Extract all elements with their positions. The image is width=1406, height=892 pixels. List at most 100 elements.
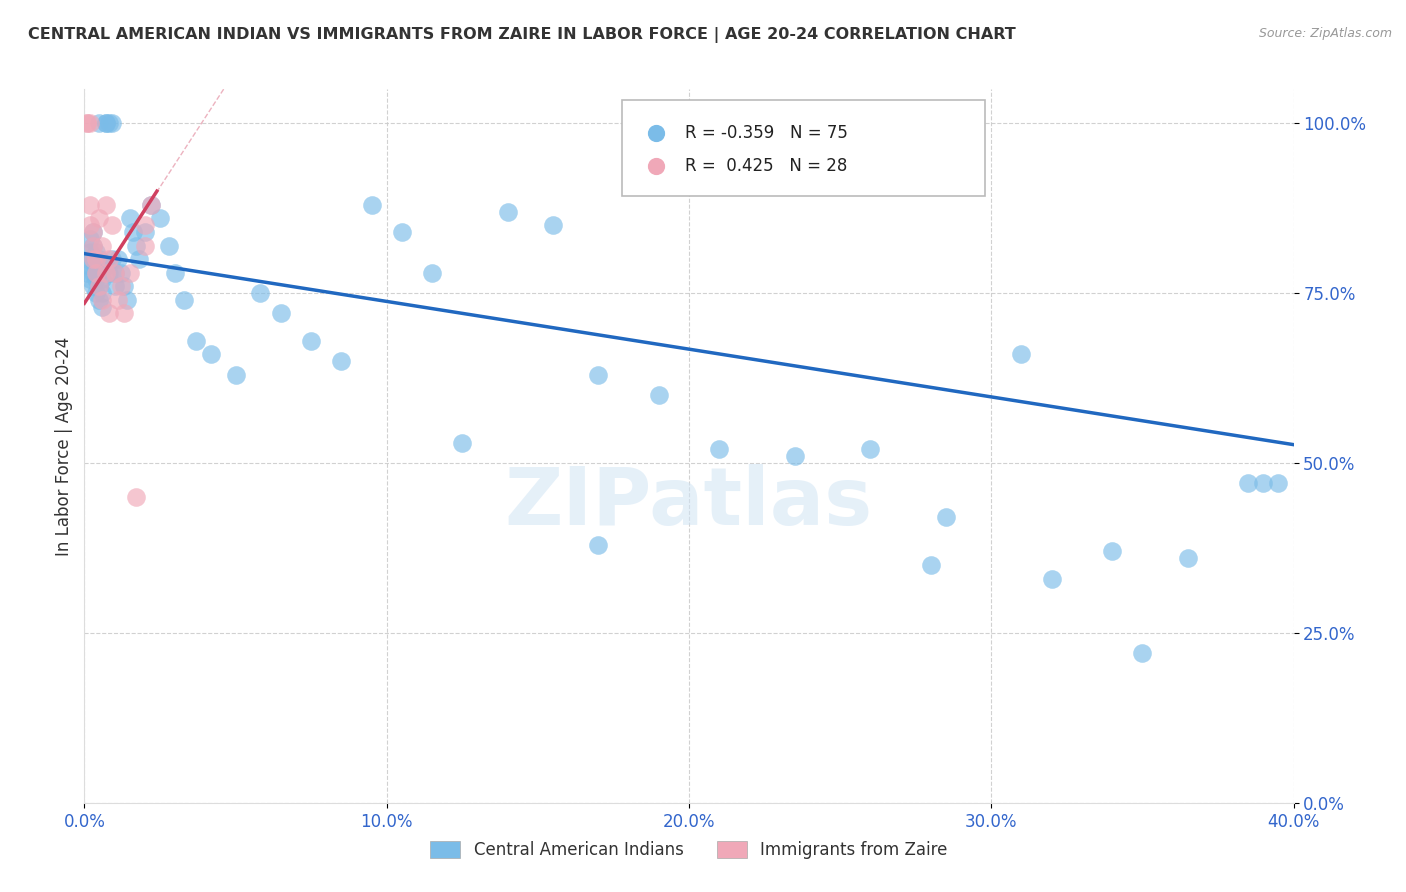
Point [82,238,104,252]
Point [97,252,120,266]
Point [89,279,111,293]
Point [86,259,108,273]
Point [110,266,132,280]
Point [89,293,111,307]
Text: R =  0.425   N = 28: R = 0.425 N = 28 [685,157,848,175]
Point [86,286,108,301]
Point [94,266,117,280]
Point [920,558,942,572]
Point [82,238,104,252]
Point [935,510,957,524]
Legend: Central American Indians, Immigrants from Zaire: Central American Indians, Immigrants fro… [423,834,955,866]
Point [104,266,127,280]
Point [648,388,671,402]
Point [110,279,132,293]
Point [128,252,150,266]
Point [134,238,156,252]
Point [89,266,111,280]
Point [82,279,104,293]
Point [91,293,114,307]
Point [165,266,187,280]
Point [89,279,111,293]
Point [100,116,122,130]
Point [97,116,120,130]
Point [97,306,120,320]
Point [249,286,271,301]
Point [139,198,162,212]
Point [1011,347,1033,361]
Point [97,266,120,280]
Point [173,293,195,307]
Point [79,245,101,260]
Point [89,252,111,266]
Point [859,442,882,457]
Point [139,198,162,212]
Point [149,211,172,226]
Point [121,225,143,239]
Point [86,245,108,260]
Point [299,334,322,348]
Point [107,252,129,266]
Point [115,293,138,307]
Point [94,198,117,212]
Point [330,354,353,368]
Point [134,218,156,232]
Point [76,116,98,130]
Point [186,334,208,348]
Point [134,225,156,239]
Point [89,211,111,226]
Text: CENTRAL AMERICAN INDIAN VS IMMIGRANTS FROM ZAIRE IN LABOR FORCE | AGE 20-24 CORR: CENTRAL AMERICAN INDIAN VS IMMIGRANTS FR… [28,27,1017,43]
Point [125,490,148,504]
Point [79,116,101,130]
Point [89,116,111,130]
Point [225,368,247,382]
Point [588,537,610,551]
Point [91,272,114,286]
Point [76,116,98,130]
Point [588,368,610,382]
Point [451,435,474,450]
Point [1130,646,1153,660]
Point [118,211,141,226]
Point [86,252,108,266]
Point [270,306,292,320]
Y-axis label: In Labor Force | Age 20-24: In Labor Force | Age 20-24 [55,336,73,556]
Text: R = -0.359   N = 75: R = -0.359 N = 75 [685,124,848,143]
Point [1237,476,1260,491]
Point [112,279,135,293]
Point [86,266,108,280]
Point [79,272,101,286]
Point [1177,551,1199,566]
Point [104,266,127,280]
Point [200,347,222,361]
Point [79,232,101,246]
Point [1040,572,1063,586]
Point [783,449,806,463]
Text: ZIPatlas: ZIPatlas [505,464,873,542]
Point [391,225,413,239]
Point [541,218,564,232]
Point [82,225,104,239]
Point [107,293,129,307]
Point [94,259,117,273]
Point [82,225,104,239]
Point [86,272,108,286]
Point [79,198,101,212]
Point [82,252,104,266]
Point [79,259,101,273]
Point [100,252,122,266]
Point [76,266,98,280]
Point [420,266,443,280]
Point [1267,476,1289,491]
Point [94,116,117,130]
Point [118,266,141,280]
Point [360,198,382,212]
Point [82,266,104,280]
Point [496,204,519,219]
FancyBboxPatch shape [623,100,986,196]
Point [104,279,127,293]
Point [91,300,114,314]
Point [125,238,148,252]
Point [91,286,114,301]
Point [112,306,135,320]
